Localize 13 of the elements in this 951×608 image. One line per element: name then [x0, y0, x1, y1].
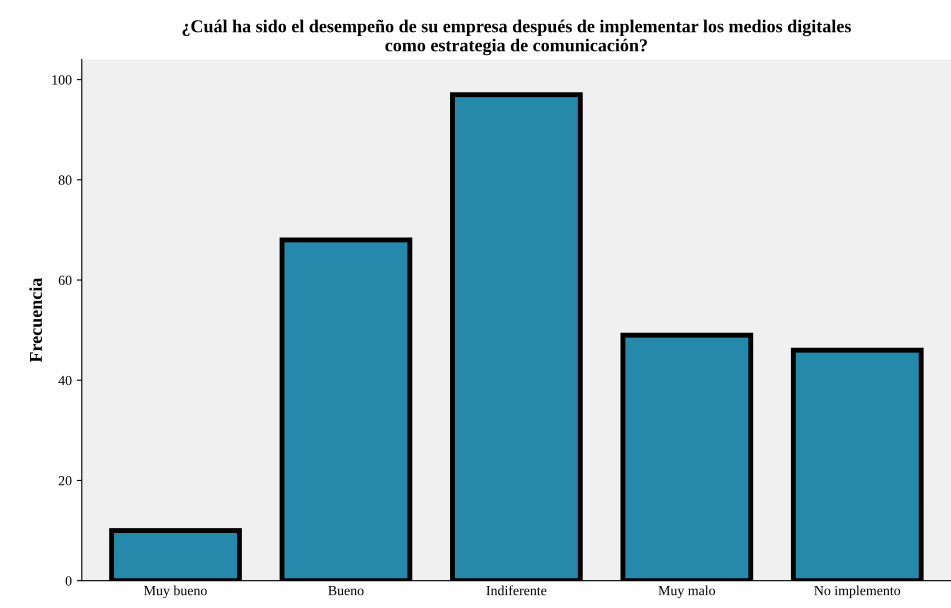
x-tick-label: Muy malo: [658, 586, 716, 598]
y-tick-label: 20: [58, 476, 72, 486]
x-tick-label: Bueno: [328, 586, 364, 596]
x-tick-label: Muy bueno: [144, 586, 207, 598]
y-tick-label: 0: [66, 576, 72, 586]
y-tick-label: 100: [52, 75, 72, 85]
y-tick-label: 60: [58, 276, 72, 285]
y-axis-title: Frecuencia: [29, 278, 42, 362]
x-tick-label: Indiferente: [486, 585, 546, 596]
y-tick-label: 40: [58, 376, 72, 386]
chart-title: ¿Cuál ha sido el desempeño de su empresa después de implementar los medios digitales como estrategia de comunicación?: [182, 20, 851, 56]
x-tick-label: No implemento: [814, 586, 900, 598]
y-tick-label: 80: [58, 175, 72, 185]
